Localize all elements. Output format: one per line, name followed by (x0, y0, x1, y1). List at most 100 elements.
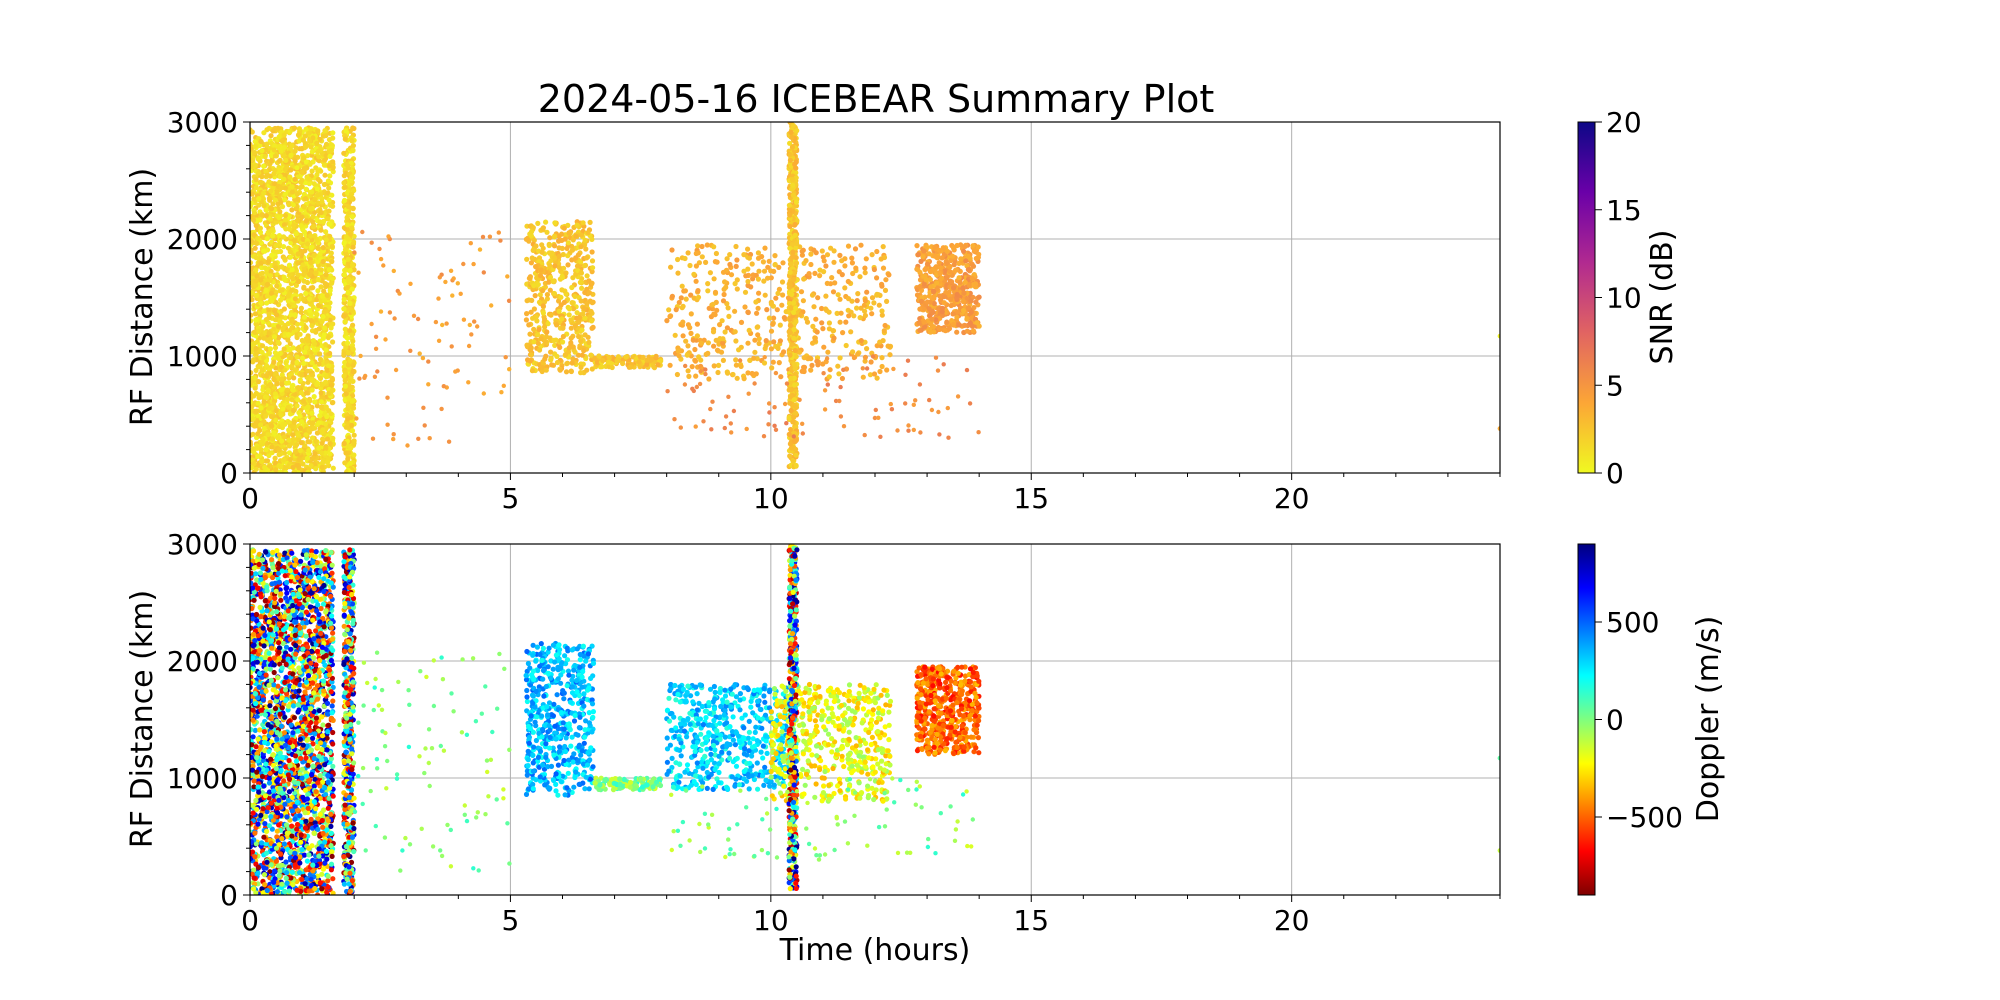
snr-data-point (313, 329, 319, 335)
snr-data-point (829, 275, 835, 281)
snr-data-point (290, 275, 296, 281)
snr-data-point (347, 300, 353, 306)
snr-data-point (310, 420, 316, 426)
snr-data-point (252, 340, 258, 346)
snr-data-point (755, 332, 761, 338)
snr-data-point (843, 319, 849, 325)
snr-data-point (543, 219, 549, 225)
snr-data-point (308, 260, 314, 266)
snr-data-point (692, 358, 699, 364)
snr-data-point (781, 315, 788, 321)
snr-data-point (296, 347, 302, 353)
snr-data-point (313, 438, 319, 444)
snr-data-point (741, 252, 747, 258)
snr-data-point (312, 197, 318, 203)
snr-data-point (292, 367, 298, 373)
snr-data-point (614, 357, 620, 364)
snr-data-point (313, 466, 319, 472)
snr-data-point (301, 360, 307, 367)
snr-data-point (267, 228, 273, 234)
snr-data-point (256, 392, 262, 398)
snr-data-point (778, 374, 784, 380)
snr-data-point (835, 292, 841, 298)
snr-data-point (566, 312, 572, 318)
snr-data-point (675, 256, 681, 263)
snr-data-point (272, 317, 279, 323)
snr-data-point (556, 308, 562, 314)
snr-data-point (314, 430, 320, 436)
snr-data-point (710, 301, 716, 307)
snr-data-point (699, 243, 705, 250)
snr-data-point (317, 351, 323, 357)
snr-data-point (721, 291, 727, 298)
snr-data-point (256, 379, 262, 385)
snr-data-point (341, 313, 347, 319)
snr-data-point (277, 209, 283, 215)
snr-data-point (283, 157, 289, 163)
snr-data-point (559, 245, 565, 251)
snr-data-point (277, 350, 283, 356)
snr-data-point (347, 460, 353, 466)
snr-data-point (289, 207, 295, 213)
snr-data-point (577, 345, 583, 351)
snr-data-point (724, 256, 730, 262)
snr-data-point (323, 404, 329, 410)
snr-data-point (533, 243, 539, 249)
snr-data-point (787, 352, 793, 358)
snr-data-point (282, 191, 288, 197)
snr-data-point (252, 149, 258, 156)
snr-data-point (322, 128, 328, 134)
snr-data-point (318, 404, 324, 410)
snr-points (250, 122, 1500, 473)
snr-data-point (347, 328, 353, 334)
snr-data-point (301, 204, 307, 210)
snr-data-point (560, 339, 566, 345)
snr-data-point (286, 262, 292, 268)
snr-data-point (306, 427, 312, 433)
snr-data-point (264, 236, 270, 242)
snr-data-point (327, 221, 333, 227)
snr-data-point (306, 448, 312, 454)
snr-data-point (311, 252, 317, 258)
snr-data-point (329, 427, 335, 433)
snr-data-point (299, 214, 305, 220)
snr-data-point (306, 296, 313, 302)
snr-data-point (775, 345, 781, 351)
snr-data-point (279, 138, 285, 144)
snr-data-point (752, 349, 758, 355)
snr-data-point (745, 246, 751, 252)
snr-data-point (291, 408, 297, 414)
snr-data-point (327, 287, 333, 294)
snr-data-point (824, 280, 830, 286)
snr-data-point (882, 322, 888, 329)
snr-data-point (862, 354, 869, 360)
snr-data-point (537, 347, 543, 353)
snr-data-point (793, 260, 799, 266)
snr-data-point (793, 305, 799, 311)
snr-data-point (850, 270, 856, 277)
snr-data-point (262, 464, 268, 471)
snr-data-point (350, 244, 356, 250)
snr-data-point (549, 362, 555, 368)
snr-data-point (793, 462, 799, 469)
snr-data-point (846, 313, 852, 319)
snr-data-point (271, 430, 277, 436)
snr-data-point (741, 376, 747, 382)
snr-data-point (323, 445, 329, 452)
snr-data-point (720, 336, 726, 342)
snr-data-point (321, 288, 327, 294)
snr-data-point (327, 153, 333, 159)
snr-data-point (742, 304, 748, 310)
snr-data-point (788, 261, 794, 267)
snr-data-point (316, 148, 322, 154)
snr-data-point (290, 436, 296, 442)
snr-data-point (282, 212, 288, 219)
snr-data-point (292, 148, 298, 154)
snr-data-point (290, 432, 296, 438)
snr-data-point (298, 425, 304, 431)
snr-data-point (276, 215, 282, 221)
snr-data-point (815, 295, 821, 301)
snr-data-point (288, 355, 294, 361)
snr-data-point (801, 368, 807, 375)
snr-data-point (296, 457, 302, 463)
